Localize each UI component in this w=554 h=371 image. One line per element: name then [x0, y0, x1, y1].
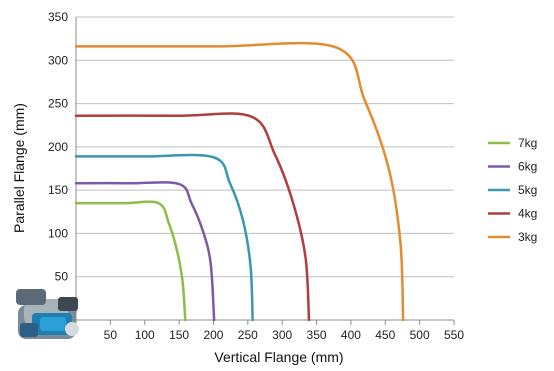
- x-tick-label: 450: [375, 328, 395, 342]
- y-tick-label: 200: [48, 140, 68, 154]
- legend-label: 4kg: [518, 207, 537, 221]
- x-tick-label: 150: [169, 328, 189, 342]
- legend-label: 7kg: [518, 136, 537, 150]
- legend-label: 3kg: [518, 230, 537, 244]
- series-line-5kg: [74, 153, 254, 322]
- flange-machine-icon: [16, 289, 79, 339]
- series-line-4kg: [74, 112, 311, 322]
- x-tick-label: 550: [444, 328, 464, 342]
- x-tick-label: 200: [203, 328, 223, 342]
- y-tick-label: 300: [48, 53, 68, 67]
- x-tick-label: 400: [341, 328, 361, 342]
- y-tick-label: 100: [48, 226, 68, 240]
- x-tick-label: 500: [410, 328, 430, 342]
- series-line-6kg: [74, 181, 216, 322]
- ticks-layer: 50 100 150 200 250 300 350 50 100 150 200 250 300 350…: [48, 10, 464, 342]
- y-axis-title: Parallel Flange (mm): [11, 103, 27, 233]
- x-tick-label: 350: [307, 328, 327, 342]
- grid-layer: [76, 16, 454, 278]
- x-tick-label: 300: [272, 328, 292, 342]
- x-tick-label: 50: [104, 328, 118, 342]
- legend-label: 6kg: [518, 160, 537, 174]
- y-tick-label: 50: [55, 270, 69, 284]
- series-line-3kg: [74, 41, 405, 322]
- legend-label: 5kg: [518, 183, 537, 197]
- y-tick-label: 350: [48, 10, 68, 24]
- x-axis-title: Vertical Flange (mm): [214, 349, 343, 365]
- axes-layer: [75, 17, 455, 325]
- legend: 7kg 6kg 5kg 4kg 3kg: [488, 136, 537, 244]
- x-tick-label: 250: [238, 328, 258, 342]
- x-tick-label: 100: [135, 328, 155, 342]
- series-line-7kg: [74, 200, 187, 322]
- series-layer: [74, 41, 405, 322]
- y-tick-label: 150: [48, 183, 68, 197]
- y-tick-label: 250: [48, 97, 68, 111]
